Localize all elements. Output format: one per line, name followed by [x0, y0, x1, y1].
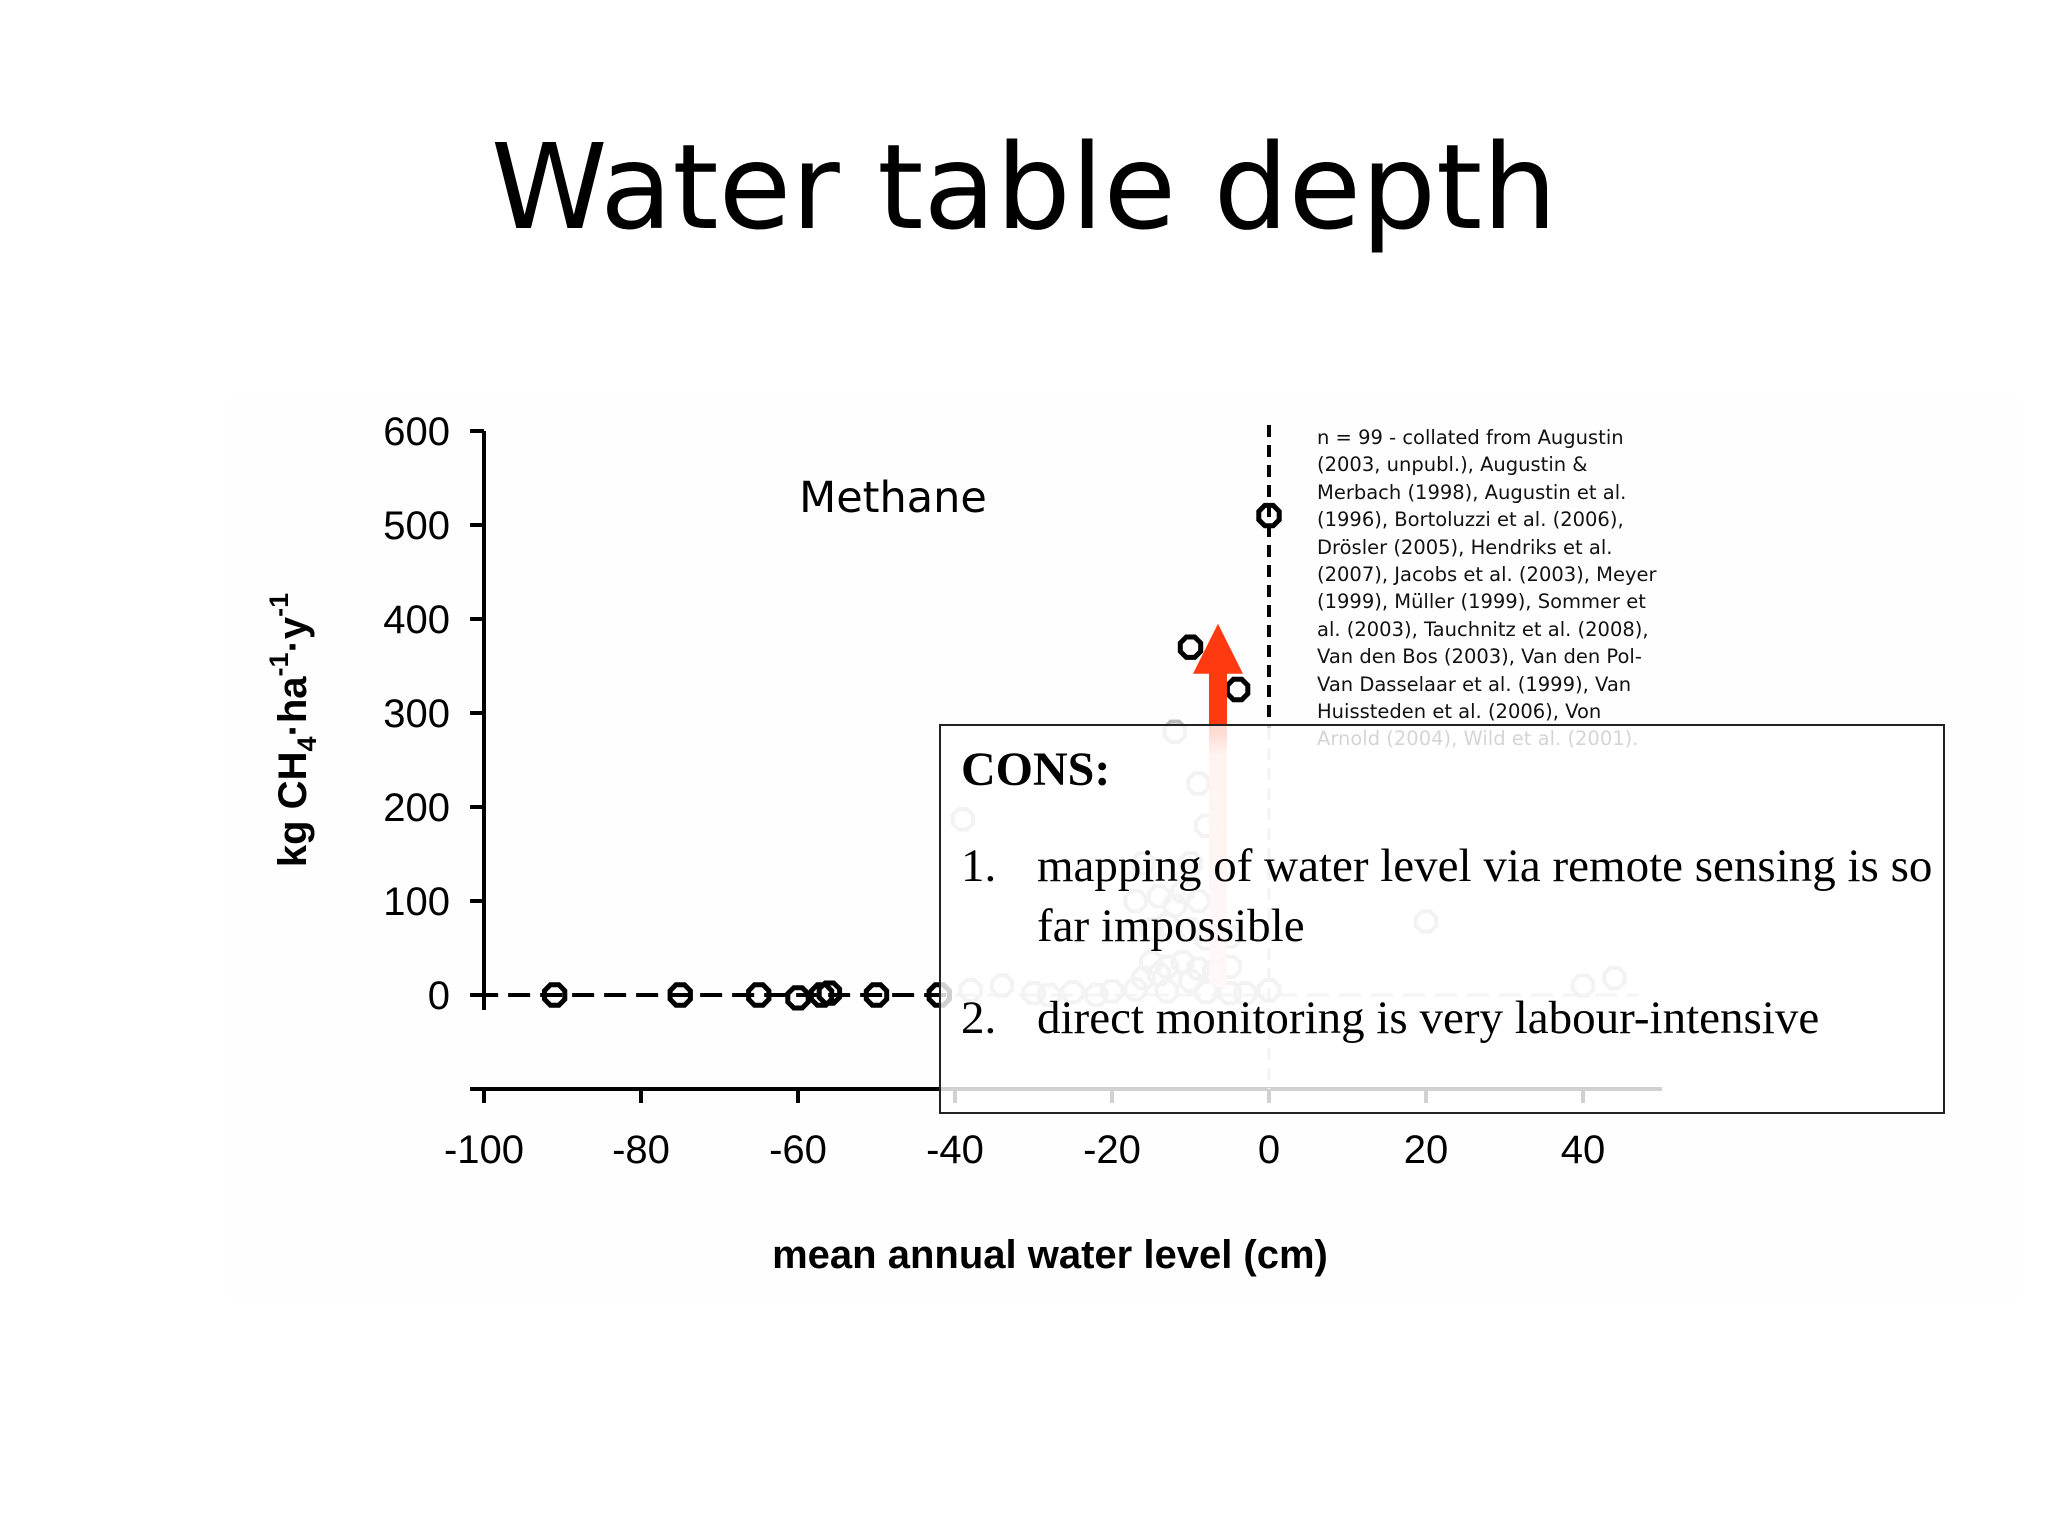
- data-point: [667, 982, 693, 1008]
- x-tick-label: 40: [1561, 1128, 1606, 1172]
- chart-title: Methane: [799, 473, 987, 523]
- x-axis-label: mean annual water level (cm): [772, 1233, 1328, 1277]
- x-tick-label: -20: [1083, 1128, 1141, 1172]
- data-point: [816, 980, 843, 1006]
- x-tick-label: 20: [1404, 1128, 1449, 1172]
- data-point: [746, 982, 772, 1008]
- y-tick-label: 300: [383, 692, 450, 736]
- reference-list: n = 99 - collated from Augustin (2003, un…: [1317, 424, 1657, 753]
- y-tick-label: 600: [383, 410, 450, 454]
- data-point: [808, 982, 835, 1008]
- x-tick-label: -60: [769, 1128, 827, 1172]
- y-axis-label: kg CH4·ha-1·y-1: [264, 593, 322, 867]
- x-tick-label: -40: [926, 1128, 984, 1172]
- reference-line: (2003, unpubl.), Augustin &: [1317, 453, 1588, 477]
- y-tick-label: 0: [428, 974, 450, 1018]
- y-tick-label: 400: [383, 598, 450, 642]
- cons-heading: CONS:: [961, 743, 1111, 796]
- y-tick-label: 100: [383, 880, 450, 924]
- reference-line: Van den Bos (2003), Van den Pol-: [1317, 645, 1642, 669]
- data-point: [785, 985, 811, 1011]
- cons-item-text: direct monitoring is very labour-intensi…: [1037, 992, 1820, 1044]
- reference-line: (2007), Jacobs et al. (2003), Meyer: [1317, 563, 1657, 587]
- cons-item-number: 2.: [961, 992, 997, 1044]
- y-label-part: -1: [264, 593, 294, 617]
- reference-line: Van Dasselaar et al. (1999), Van: [1317, 672, 1632, 696]
- cons-item-text: mapping of water level via remote sensin…: [1037, 840, 1933, 952]
- y-label-part: kg CH: [271, 752, 315, 868]
- cons-item-number: 1.: [961, 840, 997, 892]
- y-label-part: ·ha: [271, 676, 315, 737]
- reference-line: (1999), Müller (1999), Sommer et: [1317, 590, 1646, 614]
- y-label-part: 4: [292, 737, 322, 752]
- cons-box: CONS: 1. mapping of water level via remo…: [939, 724, 1945, 1114]
- reference-line: al. (2003), Tauchnitz et al. (2008),: [1317, 617, 1649, 641]
- chart-axes: 0 100 200 300 400 500 600 -100 -80 -60 -40 -20 0 20 40: [383, 410, 1662, 1172]
- x-tick-label: 0: [1258, 1128, 1280, 1172]
- x-tick-label: -80: [612, 1128, 670, 1172]
- y-label-part: -1: [264, 652, 294, 676]
- y-label-part: ·y: [271, 616, 315, 652]
- x-tick-label: -100: [444, 1128, 524, 1172]
- data-point: [1256, 502, 1282, 529]
- slide-title: Water table depth: [490, 118, 1558, 256]
- y-tick-label: 200: [383, 786, 450, 830]
- reference-line: n = 99 - collated from Augustin: [1317, 426, 1624, 449]
- data-point: [1224, 676, 1251, 703]
- data-point: [863, 982, 890, 1008]
- data-point: [1177, 634, 1204, 660]
- data-point: [542, 982, 568, 1008]
- reference-line: Merbach (1998), Augustin et al.: [1317, 480, 1627, 504]
- reference-line: Drösler (2005), Hendriks et al.: [1317, 535, 1613, 559]
- reference-line: Huissteden et al. (2006), Von: [1317, 700, 1602, 724]
- reference-line: (1996), Bortoluzzi et al. (2006),: [1317, 508, 1624, 532]
- y-tick-label: 500: [383, 504, 450, 548]
